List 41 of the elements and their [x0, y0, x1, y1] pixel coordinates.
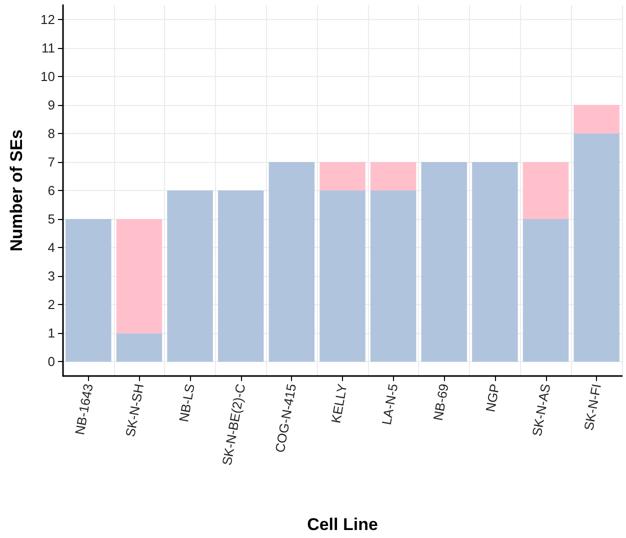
- bar: [167, 190, 213, 362]
- x-tick-label: NB-LS: [176, 382, 198, 424]
- bar: [66, 219, 112, 362]
- y-tick-label: 5: [48, 212, 55, 227]
- bar: [320, 190, 366, 362]
- bar: [574, 104, 620, 134]
- bar: [370, 190, 416, 362]
- bar: [268, 162, 315, 362]
- x-tick-label: NGP: [482, 382, 502, 414]
- x-tick-label: NB-1643: [72, 382, 96, 436]
- bar: [218, 190, 264, 362]
- y-tick-label: 2: [48, 297, 55, 312]
- bar: [116, 333, 162, 362]
- x-tick-label: SK-N-AS: [529, 382, 554, 438]
- y-axis-title: Number of SEs: [7, 130, 26, 252]
- x-tick-label: SK-N-SH: [122, 382, 147, 438]
- x-tick-label: SK-N-FI: [581, 382, 604, 432]
- x-tick-label: LA-N-5: [378, 382, 401, 426]
- x-tick-label: COG-N-415: [272, 382, 300, 454]
- y-tick-label: 6: [48, 183, 55, 198]
- y-tick-label: 8: [48, 126, 55, 141]
- y-tick-label: 10: [40, 68, 55, 84]
- y-tick-label: 7: [48, 154, 55, 170]
- y-tick-label: 1: [48, 326, 55, 341]
- bar: [472, 162, 518, 362]
- y-tick-label: 4: [48, 240, 55, 256]
- y-tick-label: 12: [40, 12, 55, 27]
- y-tick-label: 0: [48, 354, 55, 370]
- x-axis-title: Cell Line: [307, 515, 378, 534]
- x-tick-label: KELLY: [328, 382, 350, 424]
- x-tick-label: NB-69: [430, 382, 452, 422]
- bar: [116, 219, 162, 334]
- bar: [370, 162, 416, 190]
- y-tick-label: 9: [48, 97, 55, 112]
- bar: [320, 162, 366, 190]
- bar: [522, 219, 569, 362]
- y-tick-label: 3: [48, 268, 55, 284]
- bar: [421, 162, 468, 362]
- bar: [574, 133, 620, 362]
- y-tick-label: 11: [42, 40, 55, 56]
- bar: [522, 162, 569, 220]
